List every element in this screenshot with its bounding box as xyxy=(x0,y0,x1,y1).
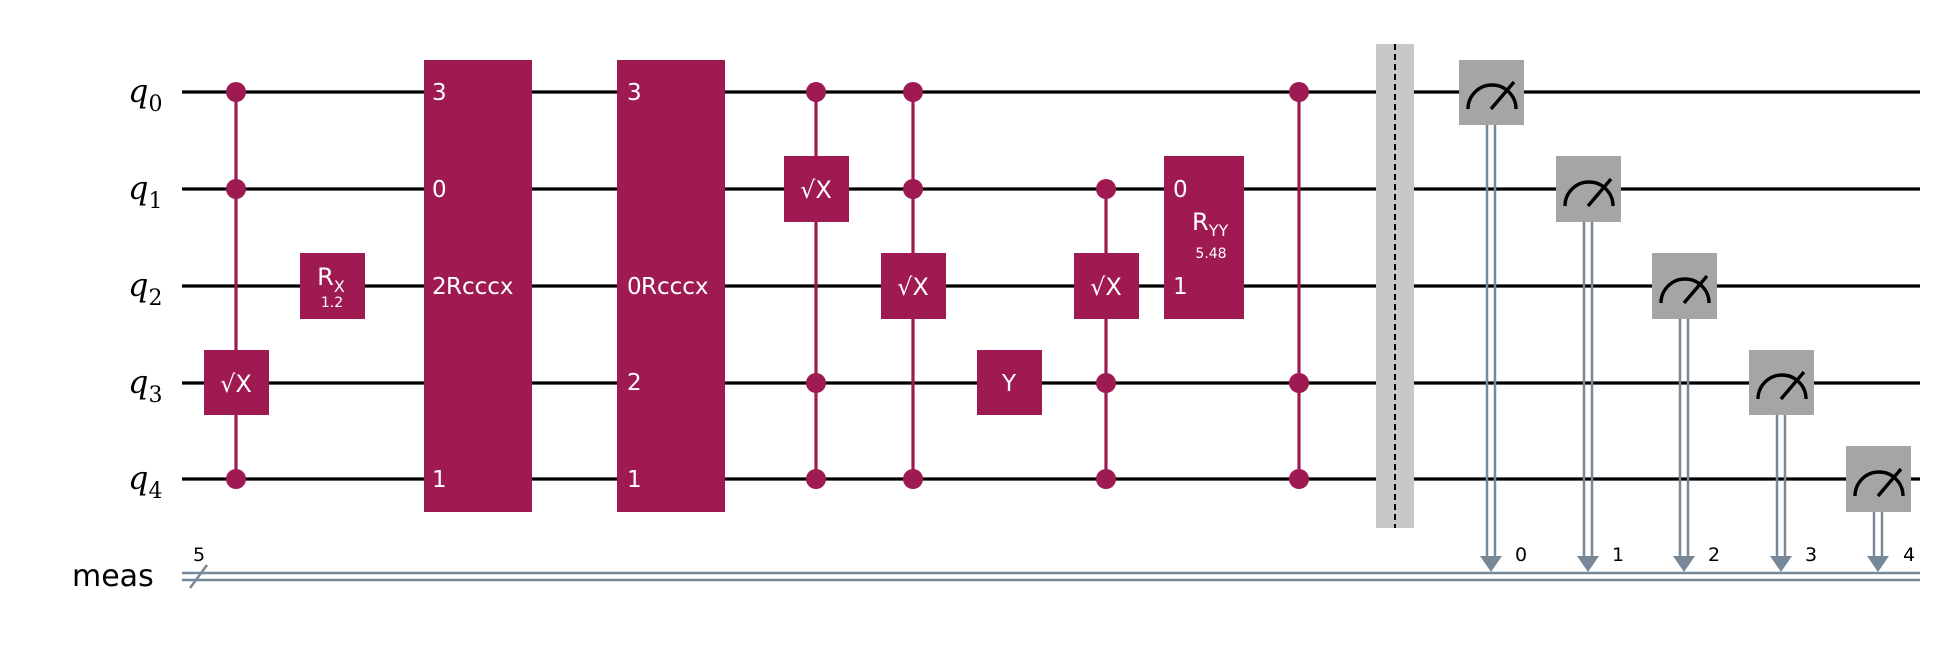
barrier xyxy=(1376,44,1414,528)
wire-labels: q0 q1 q2 q3 q4 meas xyxy=(72,72,162,594)
control-dot xyxy=(226,82,246,102)
pin-label: 2 xyxy=(432,274,447,300)
gate-label: Y xyxy=(1001,371,1017,397)
meter-icon xyxy=(1563,180,1615,207)
control-dot xyxy=(1289,82,1309,102)
control-dot xyxy=(806,373,826,393)
control-dot xyxy=(226,469,246,489)
bit-index: 4 xyxy=(1903,544,1915,566)
control-dot xyxy=(903,82,923,102)
pin-label: 1 xyxy=(627,467,642,493)
gate-label: √X xyxy=(1090,273,1122,301)
measurement-q1: 1 xyxy=(1556,156,1624,572)
gate-param: 1.2 xyxy=(321,295,343,311)
creg-width: 5 xyxy=(193,544,205,566)
meter-icon xyxy=(1853,470,1905,497)
meter-icon xyxy=(1466,83,1518,110)
measurement-q3: 3 xyxy=(1749,350,1817,572)
control-dot xyxy=(806,469,826,489)
qubit-label-q2: q2 xyxy=(128,266,162,311)
bit-index: 3 xyxy=(1805,544,1817,566)
gate-label: Rcccx xyxy=(446,274,514,300)
gate-label: √X xyxy=(897,273,929,301)
svg-text:RYY: RYY xyxy=(1192,208,1228,240)
bit-index: 0 xyxy=(1515,544,1527,566)
pin-label: 3 xyxy=(627,80,642,106)
pin-label: 0 xyxy=(432,177,447,203)
measurement-q4: 4 xyxy=(1846,446,1915,572)
control-dot xyxy=(226,179,246,199)
gate-label: R xyxy=(317,263,334,291)
control-dot xyxy=(1096,179,1116,199)
measurement-q2: 2 xyxy=(1652,253,1720,572)
gate-label: R xyxy=(1192,208,1209,236)
rcccx-gate-2: 3 0 2 1 Rcccx xyxy=(617,60,725,512)
pin-label: 1 xyxy=(432,467,447,493)
meter-icon xyxy=(1659,277,1711,304)
control-dot xyxy=(1289,469,1309,489)
meter-icon xyxy=(1756,373,1808,400)
multi-controlled-z-gate xyxy=(1289,82,1309,489)
rx-gate: RX 1.2 xyxy=(300,253,365,319)
arrow-down-icon xyxy=(1770,556,1792,572)
controlled-sx-gate-4: √X xyxy=(1074,179,1139,489)
controlled-sx-gate-2: √X xyxy=(784,82,849,489)
qubit-label-q3: q3 xyxy=(128,363,162,408)
arrow-down-icon xyxy=(1673,556,1695,572)
qubit-label-q4: q4 xyxy=(128,459,162,504)
pin-label: 0 xyxy=(1173,177,1188,203)
arrow-down-icon xyxy=(1577,556,1599,572)
control-dot xyxy=(903,179,923,199)
control-dot xyxy=(1096,469,1116,489)
classical-register-wire: 5 xyxy=(182,544,1920,589)
gate-label: Rcccx xyxy=(641,274,709,300)
gate-label: √X xyxy=(800,176,832,204)
ryy-gate: 0 1 RYY 5.48 xyxy=(1164,156,1244,319)
pin-label: 0 xyxy=(627,274,642,300)
rcccx-gate-1: 3 0 2 1 Rcccx xyxy=(424,60,532,512)
control-dot xyxy=(903,469,923,489)
bus-slash-icon xyxy=(188,564,209,589)
creg-label: meas xyxy=(72,559,154,594)
svg-text:RX: RX xyxy=(317,263,345,296)
measurement-q0: 0 xyxy=(1459,60,1527,572)
control-dot xyxy=(806,82,826,102)
qubit-label-q1: q1 xyxy=(128,169,162,214)
bit-index: 1 xyxy=(1612,544,1624,566)
pin-label: 3 xyxy=(432,80,447,106)
control-dot xyxy=(1289,373,1309,393)
arrow-down-icon xyxy=(1867,556,1889,572)
y-gate: Y xyxy=(977,350,1042,415)
control-dot xyxy=(1096,373,1116,393)
gate-label: √X xyxy=(220,370,252,398)
controlled-sx-gate-1: √X xyxy=(204,82,269,489)
controlled-sx-gate-3: √X xyxy=(881,82,946,489)
arrow-down-icon xyxy=(1480,556,1502,572)
gate-param: 5.48 xyxy=(1195,246,1226,262)
pin-label: 2 xyxy=(627,370,642,396)
bit-index: 2 xyxy=(1708,544,1720,566)
qubit-label-q0: q0 xyxy=(128,72,162,117)
pin-label: 1 xyxy=(1173,274,1188,300)
